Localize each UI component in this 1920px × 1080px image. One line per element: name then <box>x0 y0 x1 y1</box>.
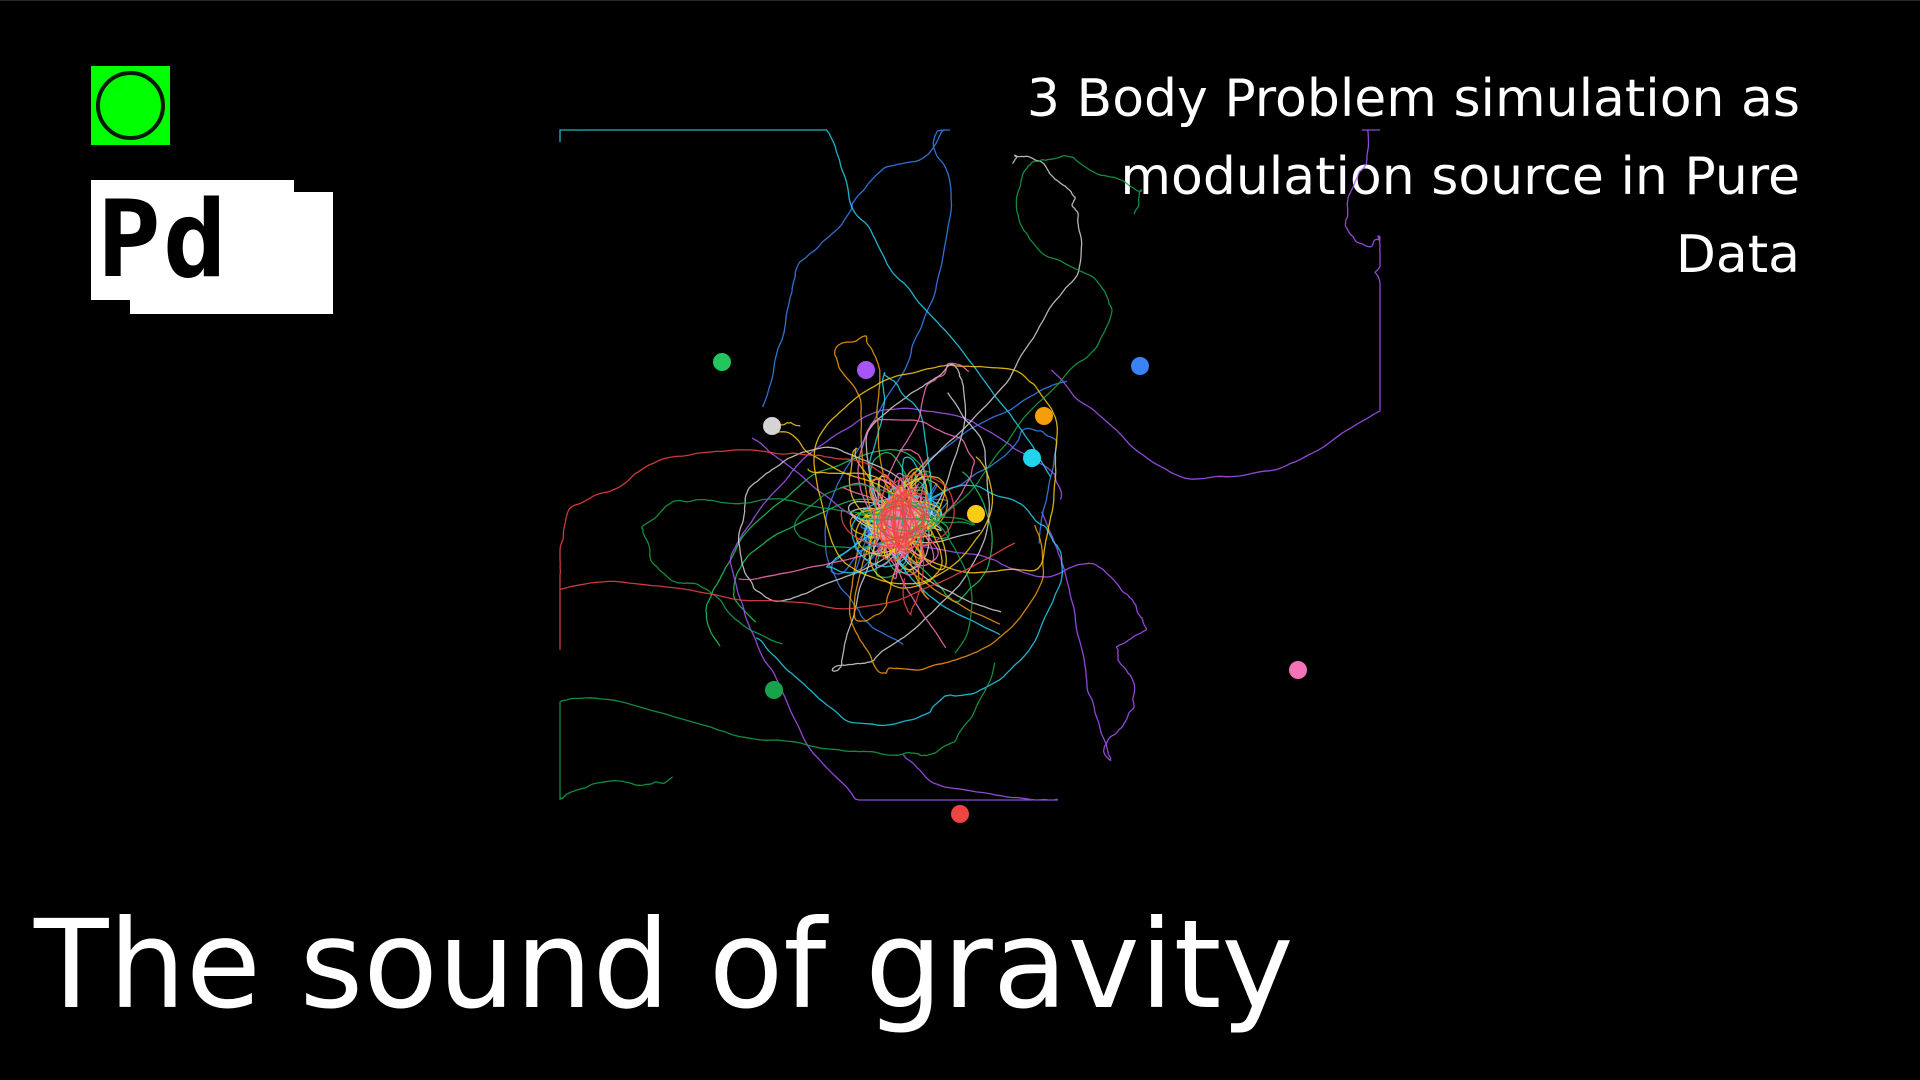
trail-teal <box>559 662 996 800</box>
body-blue <box>1131 357 1149 375</box>
trail-red <box>559 449 1016 650</box>
top-divider <box>0 0 1920 1</box>
body-teal <box>765 681 783 699</box>
trail-purple <box>1050 129 1382 480</box>
subtitle: 3 Body Problem simulation as modulation … <box>1026 69 1800 285</box>
body-purple <box>857 361 875 379</box>
trail-yellow <box>807 364 1058 585</box>
body-pink <box>1289 661 1307 679</box>
toggle-button[interactable] <box>91 66 170 145</box>
body-group <box>713 353 1307 823</box>
trail-purple <box>751 437 1148 762</box>
body-green <box>713 353 731 371</box>
body-red <box>951 805 969 823</box>
pd-logo-box-front <box>130 192 333 314</box>
trail-purple <box>729 407 1063 801</box>
body-orange <box>1035 407 1053 425</box>
body-yellow <box>967 505 985 523</box>
trail-red <box>876 489 928 551</box>
trail-cyan <box>559 129 1052 478</box>
body-cyan <box>1023 449 1041 467</box>
pd-logo: Pd <box>91 180 333 314</box>
pd-logo-text: Pd <box>97 178 229 301</box>
body-white <box>763 417 781 435</box>
trail-teal <box>793 155 1143 654</box>
trail-blue <box>762 129 953 646</box>
page-title: The sound of gravity <box>34 894 1294 1036</box>
toggle-ring-icon <box>96 71 165 140</box>
trail-group <box>559 129 1382 801</box>
trail-red <box>840 474 955 561</box>
